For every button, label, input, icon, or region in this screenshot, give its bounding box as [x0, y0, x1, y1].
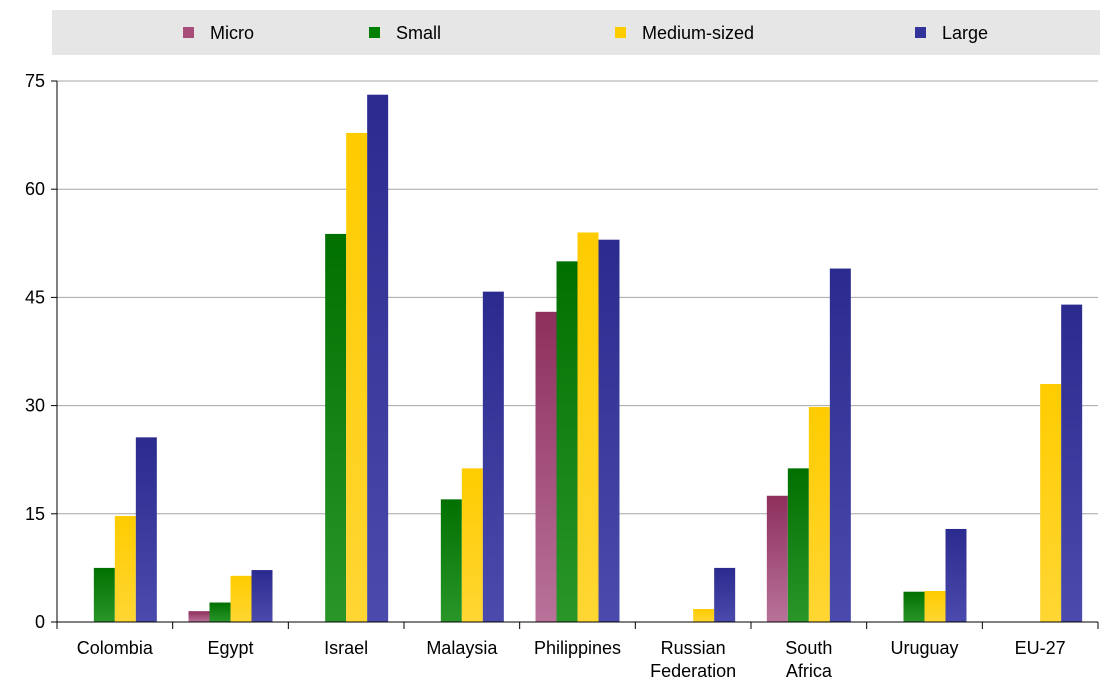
x-tick-label-israel: Israel [324, 638, 368, 658]
bar-large-egypt [251, 570, 273, 622]
bar-large-south-africa [829, 268, 851, 622]
bar-large-israel [367, 94, 389, 623]
bar-medium-sized-eu-27 [1040, 383, 1062, 622]
legend-label-medium-sized: Medium-sized [642, 23, 754, 43]
bar-medium-sized-israel [346, 132, 368, 622]
bar-medium-sized-russian-federation [693, 609, 715, 622]
y-tick-label-75: 75 [25, 71, 45, 91]
y-tick-label-45: 45 [25, 287, 45, 307]
bar-micro-egypt [188, 611, 210, 622]
x-tick-label-philippines: Philippines [534, 638, 621, 658]
bar-micro-south-africa [766, 495, 788, 622]
legend-label-large: Large [942, 23, 988, 43]
bar-medium-sized-philippines [577, 232, 599, 623]
bar-medium-sized-south-africa [808, 407, 830, 622]
y-axis-ticks: 0 15 30 45 60 75 [25, 71, 57, 632]
legend-item-small: Small [369, 23, 441, 43]
legend-item-large: Large [915, 23, 988, 43]
y-tick-label-30: 30 [25, 396, 45, 416]
x-tick-label-malaysia: Malaysia [426, 638, 498, 658]
bar-medium-sized-colombia [114, 515, 136, 622]
legend-item-micro: Micro [183, 23, 254, 43]
axes [56, 81, 1098, 623]
x-tick-label-russian-federation: Russian Federation [650, 638, 736, 681]
x-tick-label-eu-27: EU-27 [1015, 638, 1066, 658]
legend-label-micro: Micro [210, 23, 254, 43]
bar-large-philippines [598, 239, 620, 622]
bar-large-eu-27 [1061, 304, 1083, 622]
bar-medium-sized-uruguay [924, 590, 946, 622]
y-tick-label-0: 0 [35, 612, 45, 632]
y-tick-label-60: 60 [25, 179, 45, 199]
x-tick-label-uruguay: Uruguay [890, 638, 958, 658]
bar-large-malaysia [482, 291, 504, 622]
bar-small-egypt [209, 602, 231, 622]
x-axis-ticks: Colombia Egypt Israel Malaysia Philippines Ru… [56, 622, 1099, 681]
bar-small-israel [325, 233, 347, 622]
legend-label-small: Small [396, 23, 441, 43]
legend-item-medium-sized: Medium-sized [615, 23, 754, 43]
legend-swatch-micro [183, 27, 194, 38]
bar-small-uruguay [903, 591, 925, 622]
bar-small-colombia [93, 567, 115, 622]
y-tick-label-15: 15 [25, 504, 45, 524]
legend: Micro Small Medium-sized Large [183, 23, 988, 43]
x-tick-label-south-africa: South Africa [785, 638, 833, 681]
legend-swatch-small [369, 27, 380, 38]
x-tick-label-egypt: Egypt [207, 638, 253, 658]
bar-large-colombia [135, 437, 157, 622]
x-tick-label-colombia: Colombia [77, 638, 154, 658]
bars [93, 94, 1083, 623]
bar-large-russian-federation [714, 567, 736, 622]
bar-small-south-africa [787, 468, 809, 622]
bar-medium-sized-malaysia [461, 468, 483, 622]
legend-swatch-large [915, 27, 926, 38]
bar-small-philippines [556, 261, 578, 622]
bar-medium-sized-egypt [230, 575, 252, 622]
bar-small-malaysia [440, 499, 462, 622]
legend-swatch-medium-sized [615, 27, 626, 38]
bar-micro-philippines [535, 311, 557, 622]
bar-large-uruguay [945, 528, 967, 622]
